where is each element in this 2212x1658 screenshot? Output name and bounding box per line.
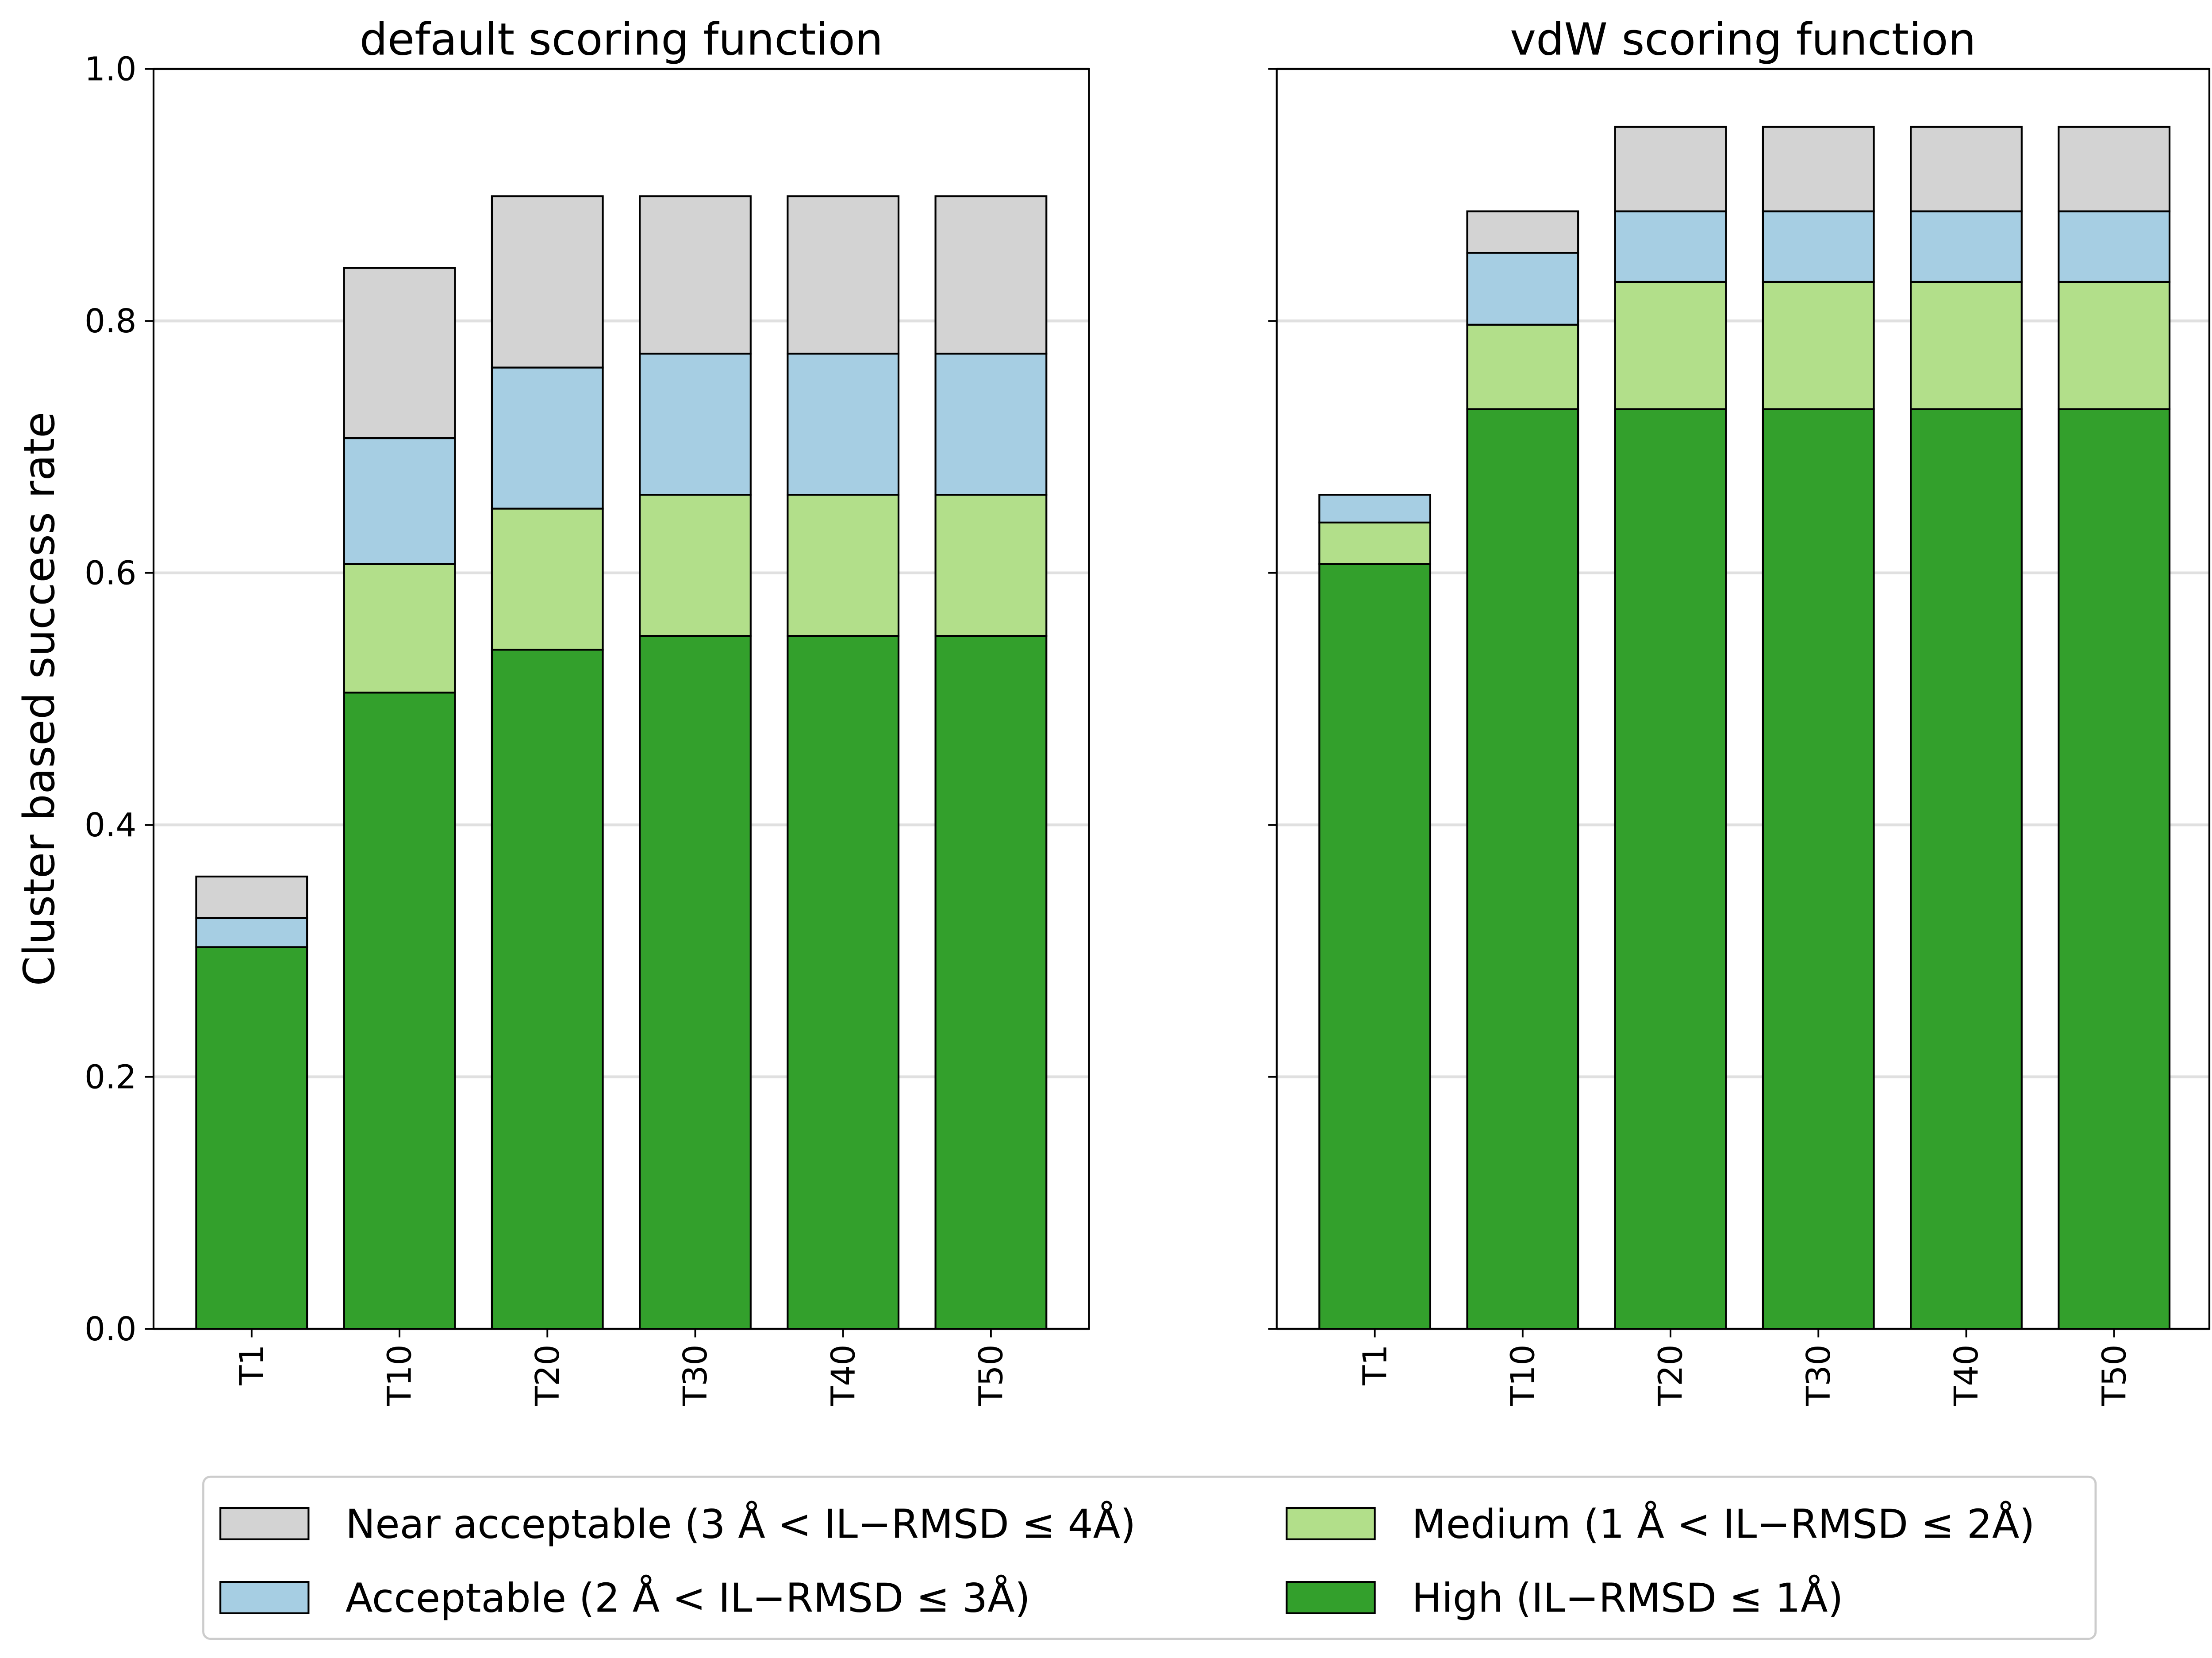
bar-segment <box>343 692 456 1330</box>
chart-title: default scoring function <box>360 15 883 65</box>
bar-segment <box>787 635 900 1330</box>
bar-segment <box>2058 126 2171 212</box>
bar-segment <box>1762 408 1875 1330</box>
bar-segment <box>491 649 604 1330</box>
y-tick-label: 1.0 <box>84 50 137 88</box>
bar-segment <box>1762 210 1875 283</box>
y-tick-label: 0.4 <box>84 806 137 844</box>
axes-frame <box>1275 68 2211 1330</box>
x-tick-label: T30 <box>1800 1344 1838 1406</box>
bar-segment <box>1614 281 1727 410</box>
y-tick-label: 0.6 <box>84 554 137 592</box>
bar-segment <box>1910 281 2023 410</box>
bar-segment <box>343 437 456 565</box>
y-tick-label: 0.2 <box>84 1058 137 1096</box>
bar-segment <box>639 195 752 355</box>
bar-segment <box>1466 323 1579 410</box>
bar-segment <box>2058 281 2171 410</box>
x-tick-label: T50 <box>2095 1344 2133 1406</box>
bar-segment <box>1762 281 1875 410</box>
legend-swatch <box>219 1507 310 1540</box>
bar-segment <box>639 353 752 496</box>
bar-segment <box>1614 210 1727 283</box>
legend-box <box>202 1475 2097 1640</box>
legend-label: Medium (1 Å < IL−RMSD ≤ 2Å) <box>1412 1500 2035 1548</box>
legend-swatch <box>1286 1507 1376 1540</box>
bar-segment <box>1910 210 2023 283</box>
bar-segment <box>1466 252 1579 326</box>
bar-segment <box>1318 521 1432 565</box>
bar-segment <box>491 195 604 369</box>
x-tick-label: T1 <box>1356 1344 1394 1385</box>
x-tick-label: T50 <box>972 1344 1010 1406</box>
bar-segment <box>2058 408 2171 1330</box>
chart-title: vdW scoring function <box>1510 15 1976 65</box>
bar-segment <box>787 353 900 496</box>
bar-segment <box>787 494 900 637</box>
bar-segment <box>1318 563 1432 1330</box>
bar-segment <box>1614 408 1727 1330</box>
bar-segment <box>343 563 456 694</box>
bar-segment <box>1762 126 1875 212</box>
bar-segment <box>195 946 308 1330</box>
bar-segment <box>639 494 752 637</box>
legend-label: High (IL−RMSD ≤ 1Å) <box>1412 1574 1843 1622</box>
bar-segment <box>195 917 308 948</box>
bar-segment <box>195 875 308 919</box>
x-tick-label: T40 <box>1947 1344 1985 1406</box>
bar-segment <box>1910 408 2023 1330</box>
bar-segment <box>1318 494 1432 523</box>
legend-label: Near acceptable (3 Å < IL−RMSD ≤ 4Å) <box>346 1500 1136 1548</box>
x-tick-label: T20 <box>529 1344 567 1406</box>
bar-segment <box>934 195 1048 355</box>
legend-swatch <box>1286 1581 1376 1614</box>
bar-segment <box>2058 210 2171 283</box>
bar-segment <box>1466 210 1579 254</box>
axes-frame <box>152 68 1090 1330</box>
y-axis-label: Cluster based success rate <box>15 412 64 986</box>
x-tick-label: T10 <box>381 1344 419 1406</box>
bar-segment <box>1910 126 2023 212</box>
legend-label: Acceptable (2 Å < IL−RMSD ≤ 3Å) <box>346 1574 1030 1622</box>
y-tick-label: 0.0 <box>84 1310 137 1348</box>
x-tick-label: T10 <box>1504 1344 1542 1406</box>
bar-segment <box>343 267 456 439</box>
bar-segment <box>787 195 900 355</box>
y-tick-label: 0.8 <box>84 302 137 340</box>
x-tick-label: T40 <box>824 1344 862 1406</box>
bar-segment <box>491 508 604 651</box>
bar-segment <box>934 353 1048 496</box>
legend-swatch <box>219 1581 310 1614</box>
x-tick-label: T1 <box>233 1344 271 1385</box>
bar-segment <box>639 635 752 1330</box>
bar-segment <box>1614 126 1727 212</box>
bar-segment <box>934 635 1048 1330</box>
bar-segment <box>934 494 1048 637</box>
bar-segment <box>491 366 604 510</box>
x-tick-label: T20 <box>1652 1344 1690 1406</box>
bar-segment <box>1466 408 1579 1330</box>
x-tick-label: T30 <box>676 1344 714 1406</box>
